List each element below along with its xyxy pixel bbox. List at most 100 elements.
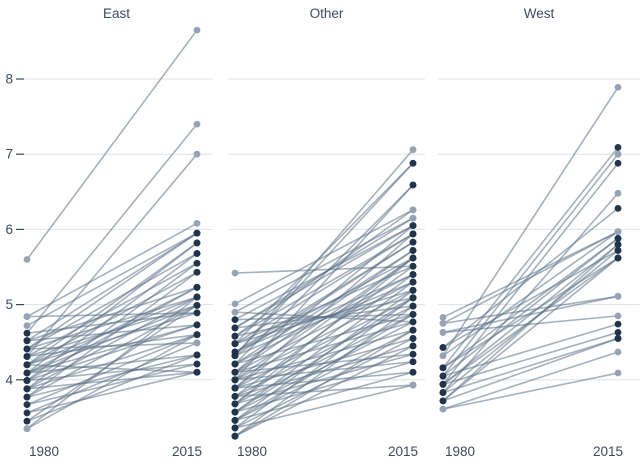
x-label-2015: 2015 — [593, 444, 623, 459]
slope-line — [234, 360, 414, 413]
point-1980 — [439, 344, 447, 351]
point-1980 — [23, 417, 31, 425]
point-2015 — [614, 150, 622, 158]
point-2015 — [614, 159, 622, 167]
point-2015 — [193, 351, 201, 359]
slope-line — [26, 29, 198, 261]
slope-line — [234, 281, 414, 357]
slope-line — [234, 360, 414, 381]
slope-line — [442, 86, 619, 357]
slope-line — [234, 329, 414, 422]
slope-line — [26, 342, 198, 414]
point-2015 — [409, 262, 417, 270]
point-1980 — [231, 400, 239, 408]
slope-line — [442, 230, 619, 357]
slope-line — [26, 312, 198, 318]
point-1980 — [231, 352, 239, 360]
point-2015 — [193, 259, 201, 267]
point-1980 — [231, 368, 239, 376]
point-2015 — [409, 238, 417, 246]
point-1980 — [23, 385, 31, 393]
point-1980 — [23, 337, 31, 345]
facet-other — [231, 146, 417, 440]
point-1980 — [23, 377, 31, 384]
point-2015 — [193, 150, 201, 158]
point-2015 — [409, 294, 417, 302]
y-tick-label: 8 — [5, 72, 13, 87]
point-1980 — [231, 269, 239, 277]
slope-line — [26, 342, 198, 350]
y-tick-label: 4 — [5, 372, 13, 387]
point-1980 — [23, 401, 31, 409]
point-1980 — [23, 425, 31, 433]
point-1980 — [23, 313, 31, 321]
y-tick-label: 5 — [5, 297, 13, 312]
point-1980 — [23, 353, 31, 360]
slope-line — [234, 305, 414, 398]
point-1980 — [23, 409, 31, 417]
slope-line — [234, 297, 414, 389]
point-2015 — [193, 309, 201, 317]
point-2015 — [614, 235, 622, 242]
slope-line — [26, 371, 198, 414]
slope-line — [442, 153, 619, 377]
slope-line — [26, 324, 198, 342]
point-1980 — [23, 329, 31, 337]
point-1980 — [231, 424, 239, 432]
point-2015 — [409, 181, 417, 189]
slope-line — [234, 329, 414, 381]
point-1980 — [439, 313, 447, 321]
point-1980 — [439, 352, 447, 360]
point-2015 — [193, 339, 201, 347]
point-1980 — [231, 408, 239, 416]
point-2015 — [193, 293, 201, 301]
slope-line — [26, 371, 198, 390]
slope-line — [234, 289, 414, 381]
point-2015 — [409, 335, 417, 342]
point-2015 — [409, 278, 417, 286]
point-2015 — [409, 230, 417, 238]
point-2015 — [193, 331, 201, 339]
point-2015 — [193, 250, 201, 257]
point-2015 — [193, 120, 201, 128]
slope-line — [234, 217, 414, 313]
x-label-1980: 1980 — [237, 444, 267, 459]
slope-line — [442, 243, 619, 402]
slope-line — [26, 271, 198, 366]
x-label-2015: 2015 — [172, 444, 202, 459]
slope-line — [442, 230, 619, 325]
slope-line — [234, 311, 414, 323]
slope-line — [26, 312, 198, 334]
slope-line — [26, 363, 198, 374]
slope-line — [26, 324, 198, 374]
slope-line — [442, 237, 619, 377]
slope-line — [442, 337, 619, 402]
slope-line — [26, 242, 198, 374]
slope-line — [442, 315, 619, 334]
point-1980 — [23, 322, 31, 330]
point-1980 — [439, 380, 447, 388]
point-2015 — [409, 368, 417, 376]
point-2015 — [409, 271, 417, 278]
point-1980 — [231, 417, 239, 424]
point-2015 — [614, 335, 622, 342]
slope-line — [442, 257, 619, 386]
slope-line — [442, 295, 619, 334]
slope-line — [234, 224, 414, 321]
slope-line — [234, 321, 414, 413]
slope-line — [26, 232, 198, 327]
slope-line — [26, 232, 198, 342]
slope-line — [442, 323, 619, 377]
point-2015 — [409, 146, 417, 154]
point-2015 — [409, 318, 417, 326]
slope-line — [26, 222, 198, 318]
slope-line — [442, 237, 619, 369]
slope-line — [234, 313, 414, 365]
point-2015 — [193, 368, 201, 376]
point-2015 — [614, 228, 622, 236]
point-2015 — [409, 326, 417, 334]
x-label-1980: 1980 — [29, 444, 59, 459]
slope-line — [26, 333, 198, 430]
slope-line — [234, 353, 414, 405]
